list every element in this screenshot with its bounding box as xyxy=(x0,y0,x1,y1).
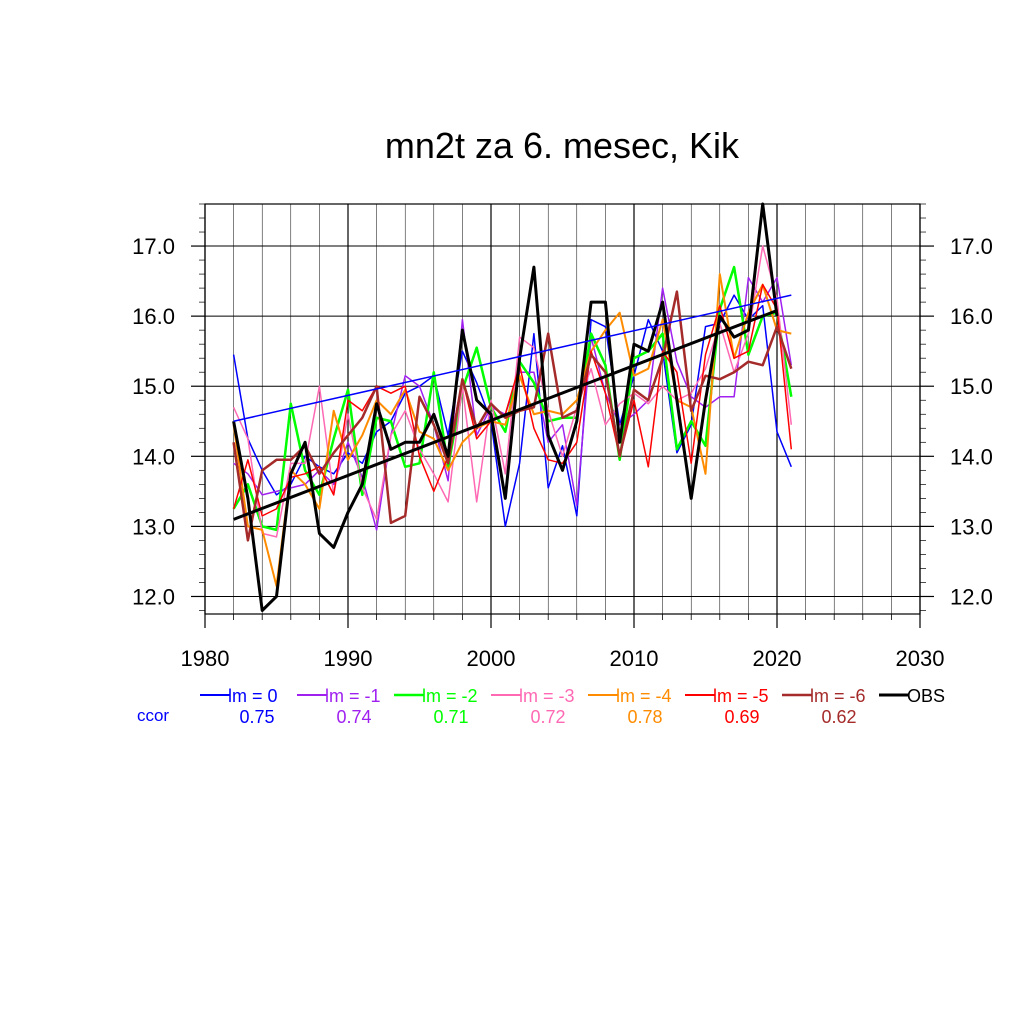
y-tick-label-right: 12.0 xyxy=(950,584,993,609)
series-line xyxy=(232,245,793,538)
x-tick-label: 2000 xyxy=(467,646,516,671)
legend-label: lm = -2 xyxy=(422,686,478,706)
y-tick-label-right: 14.0 xyxy=(950,444,993,469)
legend-ccor-value: 0.75 xyxy=(239,707,274,727)
y-tick-label-right: 16.0 xyxy=(950,304,993,329)
y-tick-label-left: 12.0 xyxy=(132,584,175,609)
y-tick-label-right: 17.0 xyxy=(950,234,993,259)
plot-frame xyxy=(204,203,921,615)
legend-ccor-value: 0.71 xyxy=(433,707,468,727)
y-tick-label-right: 13.0 xyxy=(950,514,993,539)
y-tick-label-left: 14.0 xyxy=(132,444,175,469)
x-tick-label: 2020 xyxy=(753,646,802,671)
y-tick-label-left: 17.0 xyxy=(132,234,175,259)
legend-label: lm = -6 xyxy=(810,686,866,706)
legend-label: OBS xyxy=(907,686,945,706)
trend-line xyxy=(233,309,778,521)
x-tick-label: 1990 xyxy=(324,646,373,671)
axis-ticks xyxy=(191,203,934,628)
x-tick-label: 2030 xyxy=(896,646,945,671)
x-tick-label: 1980 xyxy=(181,646,230,671)
x-tick-label: 2010 xyxy=(610,646,659,671)
legend-label: lm = -3 xyxy=(519,686,575,706)
legend-ccor-value: 0.72 xyxy=(530,707,565,727)
legend-ccor-value: 0.69 xyxy=(724,707,759,727)
legend-label: lm = -1 xyxy=(325,686,381,706)
legend-label: lm = -4 xyxy=(616,686,672,706)
trend-lines xyxy=(233,294,792,521)
legend-label: lm = 0 xyxy=(228,686,278,706)
legend-label: lm = -5 xyxy=(713,686,769,706)
series-line xyxy=(232,202,779,612)
y-tick-label-right: 15.0 xyxy=(950,374,993,399)
legend-ccor-value: 0.78 xyxy=(627,707,662,727)
trend-line xyxy=(233,294,792,422)
grid xyxy=(204,203,921,615)
legend-ccor-value: 0.74 xyxy=(336,707,371,727)
y-tick-label-left: 16.0 xyxy=(132,304,175,329)
series-lines xyxy=(232,202,793,612)
tick-labels: 1980 1990 2000 2010 2020 2030 12.0 12.0 13.0 13.0… xyxy=(132,234,993,671)
chart-title: mn2t za 6. mesec, Kik xyxy=(385,125,740,166)
ccor-label: ccor xyxy=(137,706,169,725)
y-tick-label-left: 13.0 xyxy=(132,514,175,539)
legend-ccor-value: 0.62 xyxy=(821,707,856,727)
series-line xyxy=(232,283,793,517)
y-tick-label-left: 15.0 xyxy=(132,374,175,399)
